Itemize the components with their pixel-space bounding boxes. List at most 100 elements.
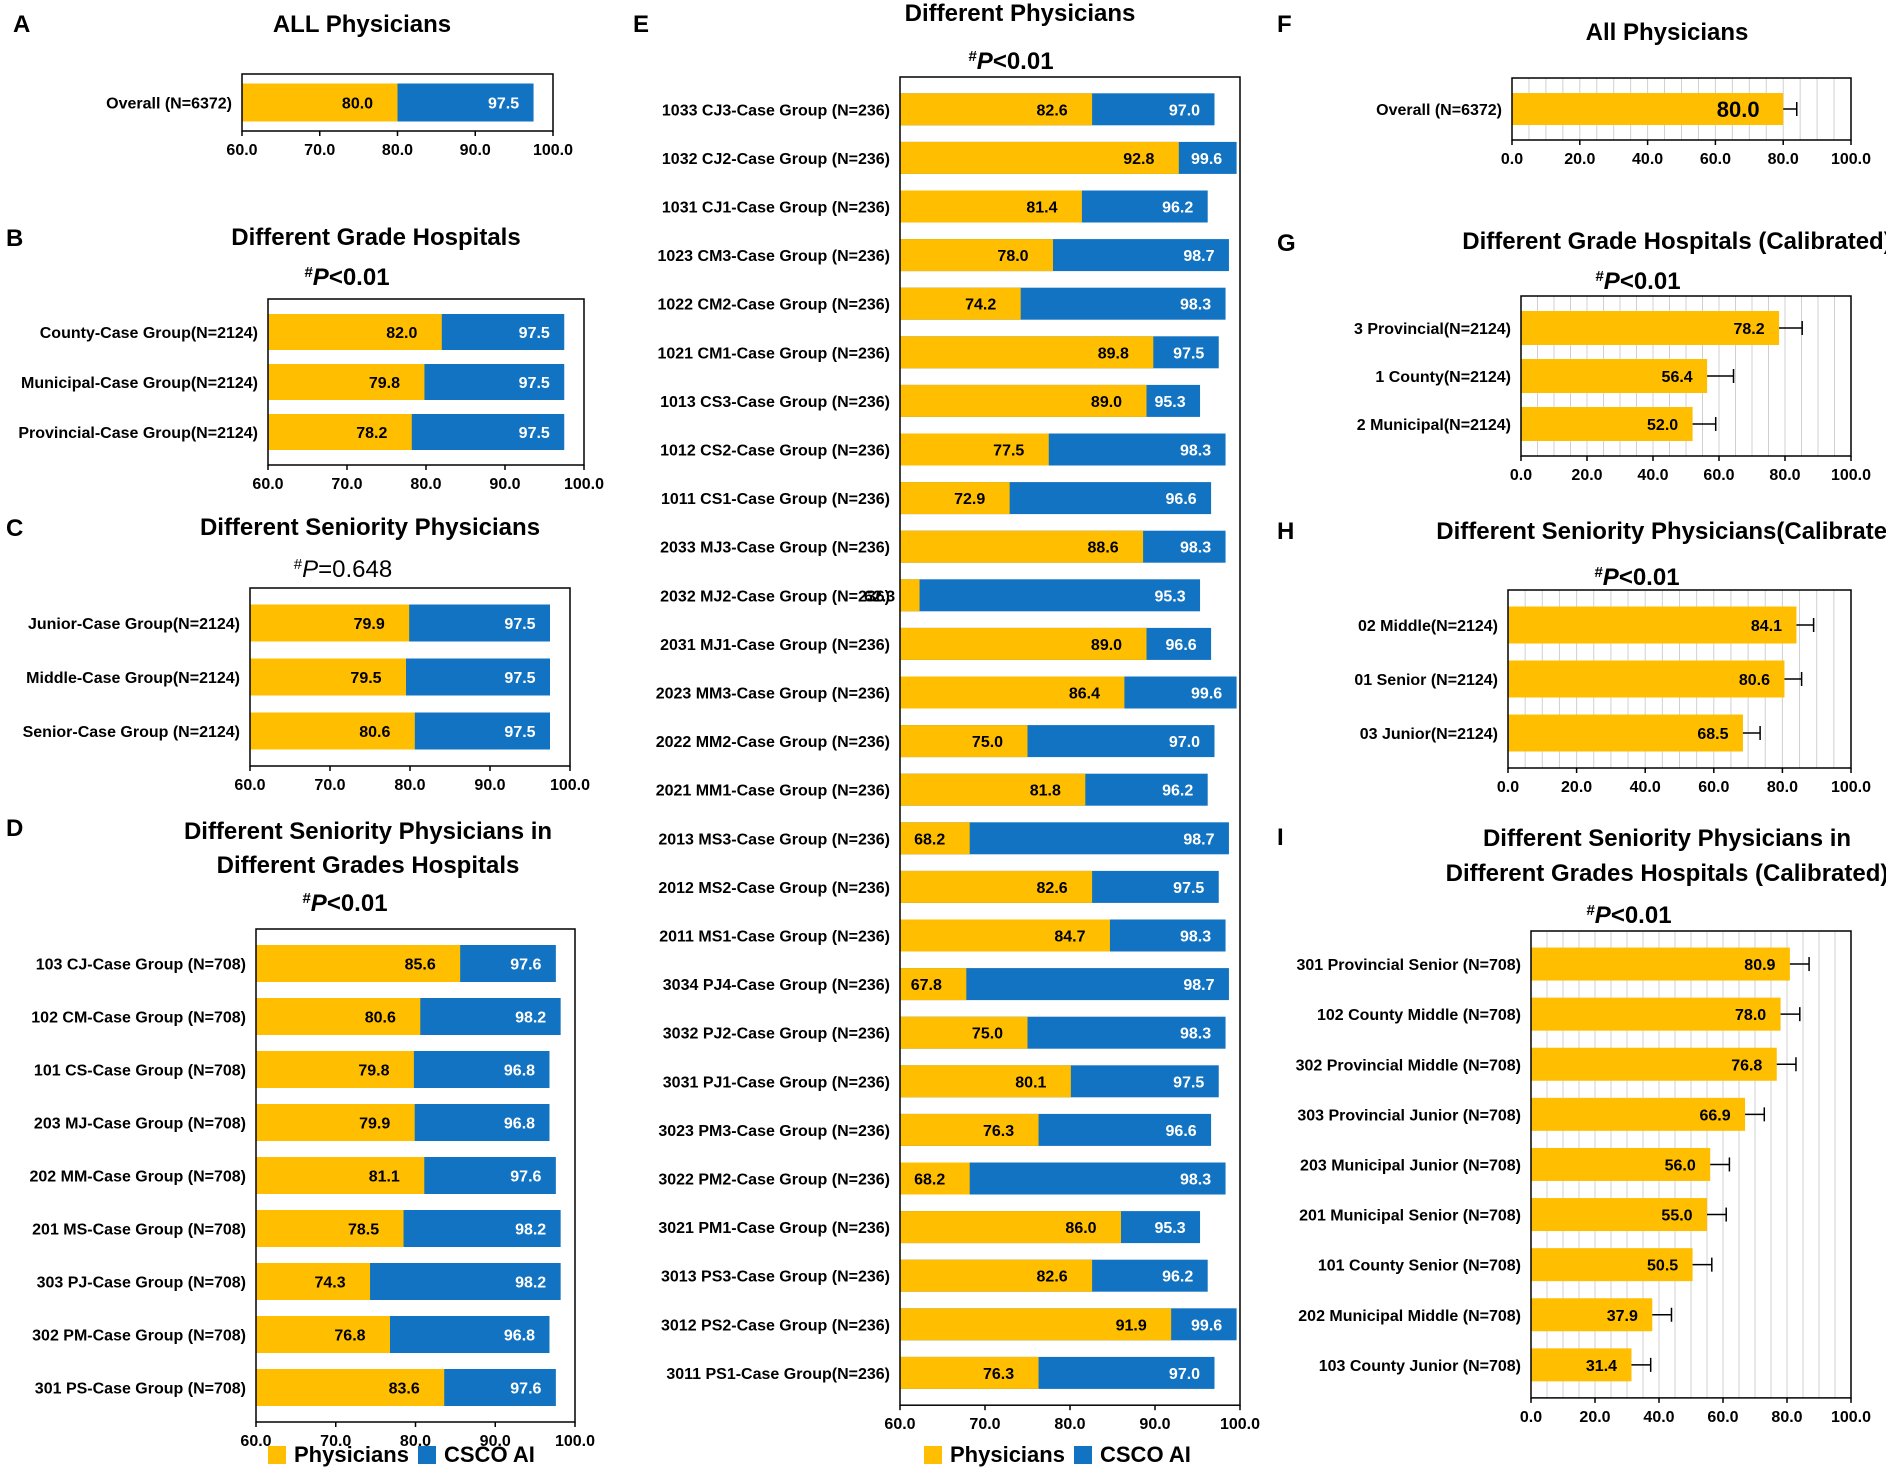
x-tick-label: 60.0 [1703,467,1734,484]
category-label: 2022 MM2-Case Group (N=236) [656,734,890,751]
data-label-csco-ai: 97.6 [510,1169,541,1186]
category-label: 2 Municipal(N=2124) [1357,417,1511,434]
bar-physicians [1531,1348,1632,1382]
panel-letter: D [6,815,23,842]
data-label-csco-ai: 97.5 [1173,1074,1204,1091]
category-label: 1013 CS3-Case Group (N=236) [660,394,890,411]
category-label: Overall (N=6372) [1376,102,1502,119]
x-tick-label: 100.0 [533,142,573,159]
x-tick-label: 100.0 [1831,779,1871,796]
panel-title: Different Seniority Physicians [200,514,540,541]
bar-physicians [1531,1248,1693,1282]
data-label-physicians: 84.7 [1054,929,1085,946]
data-label-physicians: 81.8 [1030,783,1061,800]
data-label-csco-ai: 99.6 [1191,1317,1222,1334]
category-label: 3023 PM3-Case Group (N=236) [658,1123,890,1140]
category-label: 2021 MM1-Case Group (N=236) [656,783,890,800]
category-label: 1012 CS2-Case Group (N=236) [660,443,890,460]
bar-physicians [900,384,1147,417]
category-label: 101 County Senior (N=708) [1318,1258,1521,1275]
x-tick-label: 20.0 [1571,467,1602,484]
data-label-physicians: 82.6 [1037,102,1068,119]
data-label-csco-ai: 98.2 [515,1275,546,1292]
data-label-physicians: 77.5 [993,443,1024,460]
data-label-physicians: 80.1 [1015,1074,1046,1091]
x-tick-label: 80.0 [394,777,425,794]
data-label-csco-ai: 97.6 [510,1381,541,1398]
category-label: 302 PM-Case Group (N=708) [32,1328,246,1345]
category-label: 203 Municipal Junior (N=708) [1300,1157,1521,1174]
category-label: 3032 PJ2-Case Group (N=236) [663,1026,890,1043]
bar-physicians [256,945,461,982]
data-label-physicians: 56.4 [1662,369,1693,386]
legend-swatch-csco-ai [418,1446,436,1464]
bar-physicians [900,1259,1093,1292]
bar-physicians [242,83,398,122]
bar-physicians [900,287,1021,320]
data-label-csco-ai: 98.2 [515,1222,546,1239]
bar-physicians [900,190,1082,223]
panel-letter: C [6,515,23,542]
panel-letter: A [13,11,30,38]
x-tick-label: 40.0 [1630,779,1661,796]
panel-title: Different Physicians [905,0,1136,27]
bar-physicians [250,604,410,642]
data-label-csco-ai: 97.5 [504,670,535,687]
category-label: 102 County Middle (N=708) [1317,1007,1521,1024]
data-label-physicians: 78.5 [348,1222,379,1239]
x-tick-label: 20.0 [1579,1409,1610,1426]
x-tick-label: 100.0 [564,476,604,493]
data-label-csco-ai: 97.0 [1169,734,1200,751]
category-label: 301 PS-Case Group (N=708) [35,1381,246,1398]
category-label: 1032 CJ2-Case Group (N=236) [662,151,890,168]
x-tick-label: 0.0 [1497,779,1519,796]
category-label: 2032 MJ2-Case Group (N=236) [660,588,890,605]
bar-physicians [256,1210,404,1247]
p-value-annotation: #P<0.01 [304,264,389,291]
data-label-csco-ai: 97.5 [519,375,550,392]
x-tick-label: 60.0 [1700,151,1731,168]
data-label-physicians: 80.0 [342,96,373,113]
x-tick-label: 80.0 [1771,1409,1802,1426]
category-label: 101 CS-Case Group (N=708) [34,1063,246,1080]
category-label: Junior-Case Group(N=2124) [28,616,240,633]
bar-physicians [900,93,1093,126]
panel-g: G Different Grade Hospitals (Calibrated) #… [1277,228,1886,484]
data-label-csco-ai: 97.5 [504,616,535,633]
data-label-csco-ai: 98.3 [1180,297,1211,314]
panel-d: D Different Seniority Physicians in Differ… [6,815,595,1450]
bar-physicians [900,822,970,855]
x-tick-label: 80.0 [1769,467,1800,484]
bar-physicians [900,530,1144,563]
data-label-csco-ai: 98.3 [1180,1026,1211,1043]
x-tick-label: 90.0 [480,1433,511,1450]
bar-physicians [900,773,1086,806]
bar-physicians [256,1369,445,1406]
bar-physicians [900,870,1093,903]
panel-title: Different Seniority Physicians in [184,818,552,845]
panel-title-line2: Different Grades Hospitals [217,852,520,879]
data-label-physicians: 82.6 [1037,1269,1068,1286]
data-label-csco-ai: 96.2 [1162,1269,1193,1286]
data-label-physicians: 79.8 [358,1063,389,1080]
bar-physicians [900,579,920,612]
data-label-physicians: 75.0 [972,734,1003,751]
x-tick-label: 100.0 [1831,467,1871,484]
category-label: 1023 CM3-Case Group (N=236) [657,248,890,265]
bar-physicians [900,141,1179,174]
x-tick-label: 60.0 [252,476,283,493]
bar-physicians [900,1016,1028,1049]
x-tick-label: 100.0 [1831,151,1871,168]
data-label-physicians: 80.9 [1744,957,1775,974]
panel-i: I Different Seniority Physicians in Differ… [1277,824,1886,1426]
data-label-physicians: 62.3 [864,588,895,605]
bar-physicians [1521,359,1708,393]
data-label-physicians: 66.9 [1700,1107,1731,1124]
bar-physicians [250,712,415,750]
x-tick-label: 60.0 [234,777,265,794]
x-tick-label: 100.0 [1831,1409,1871,1426]
bar-physicians [900,1356,1039,1389]
data-label-csco-ai: 99.6 [1191,151,1222,168]
x-tick-label: 40.0 [1637,467,1668,484]
data-label-physicians: 76.3 [983,1366,1014,1383]
